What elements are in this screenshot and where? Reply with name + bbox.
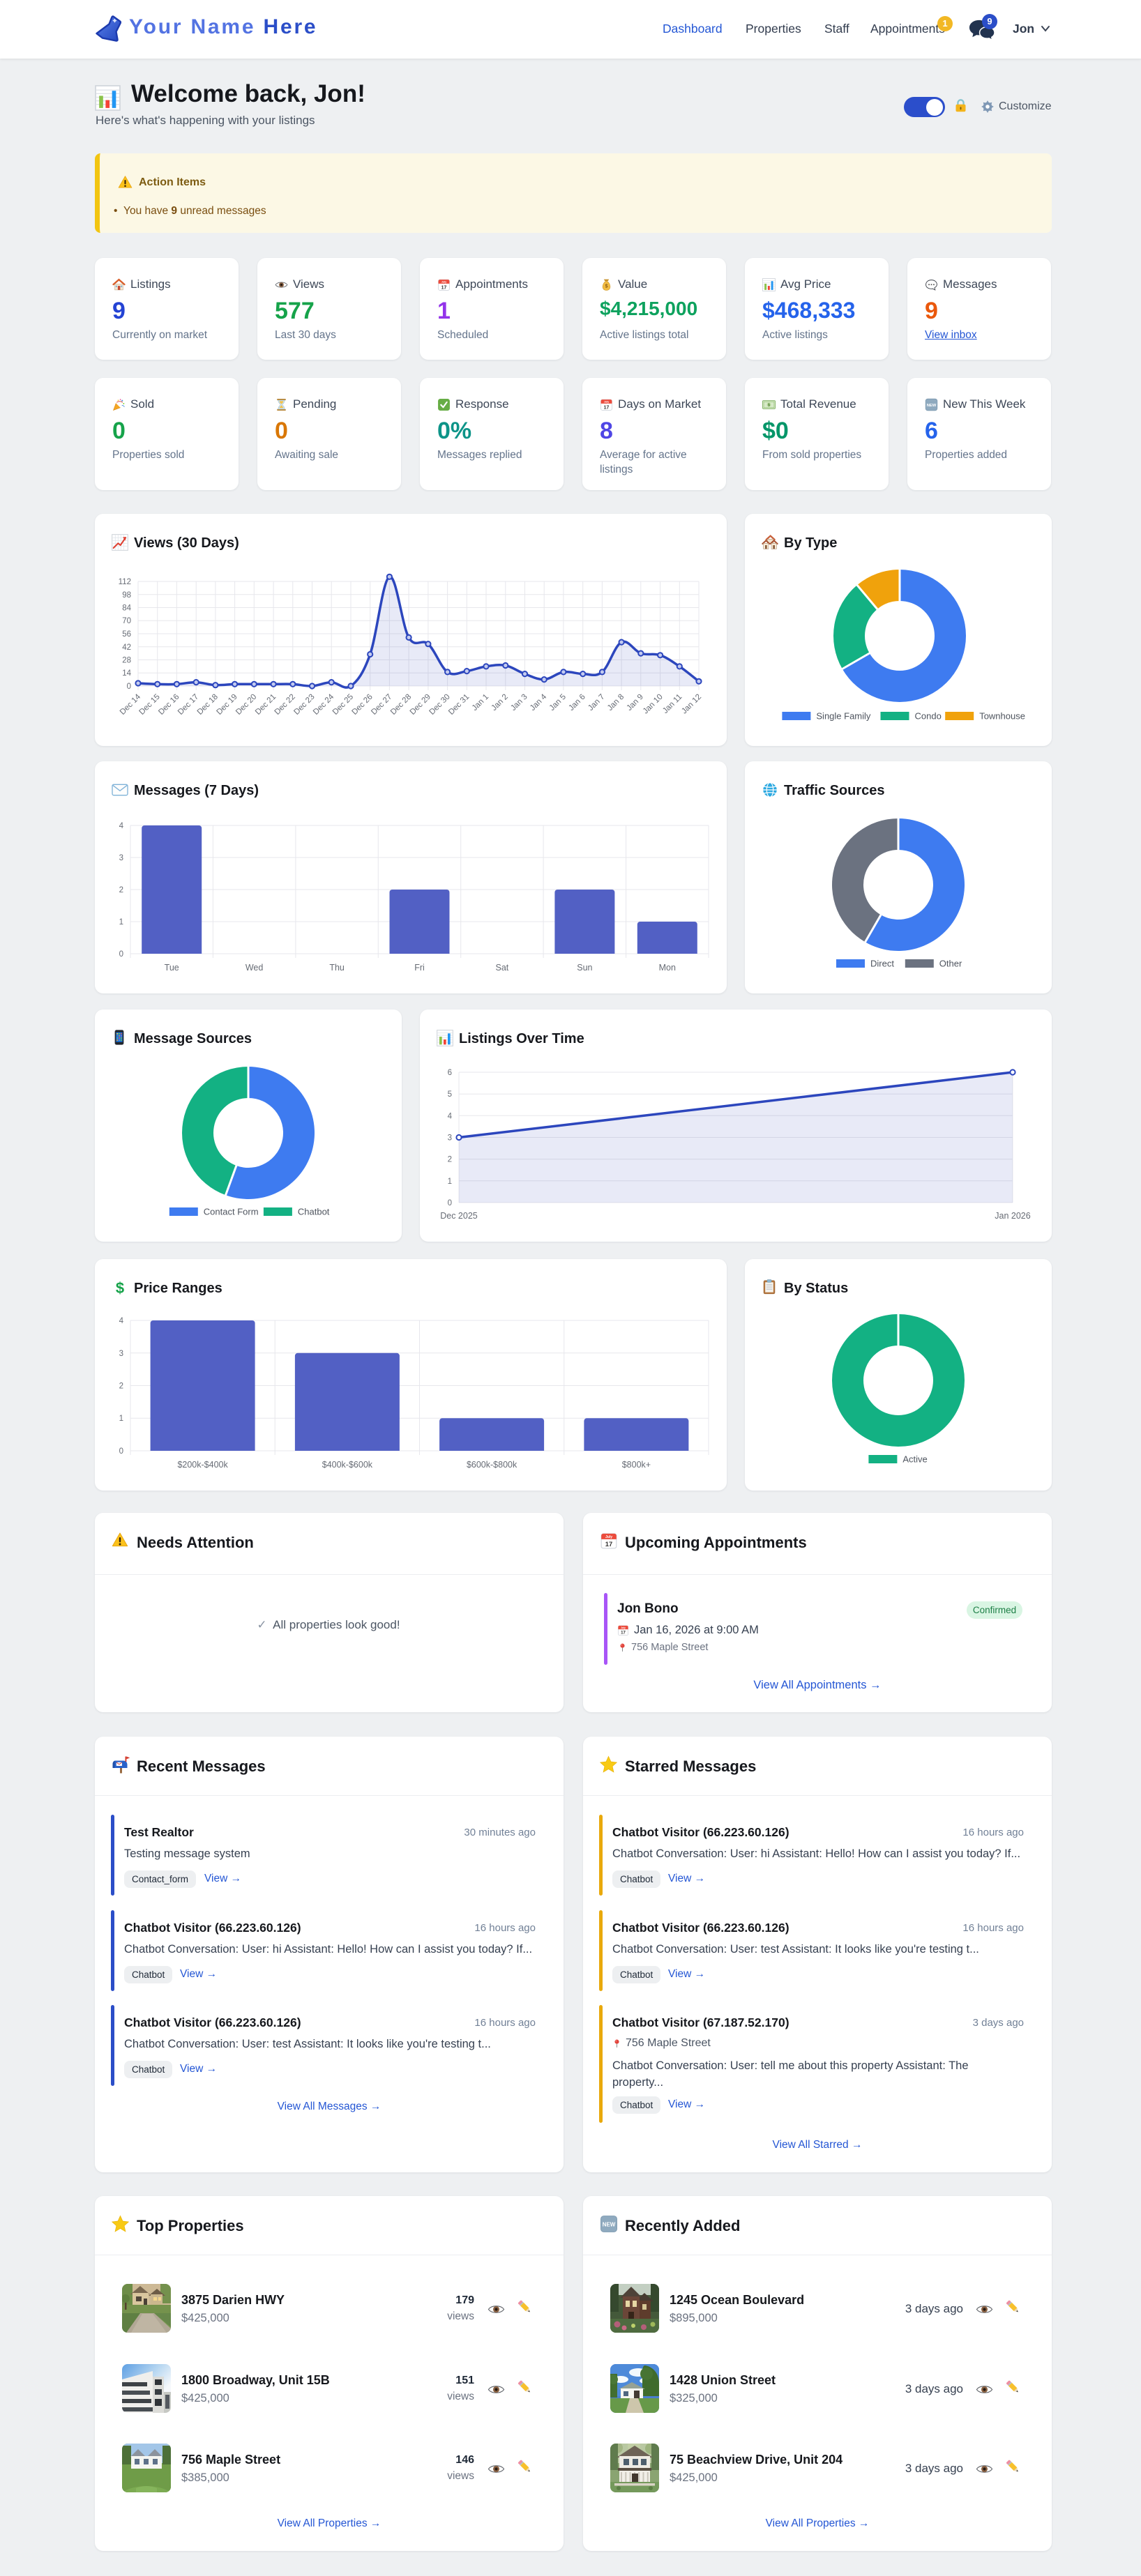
svg-text:Other: Other [939,959,962,969]
svg-text:2: 2 [119,1382,123,1391]
svg-text:Direct: Direct [870,959,894,969]
svg-text:28: 28 [122,657,131,665]
svg-text:Contact Form: Contact Form [204,1207,259,1217]
svg-text:Dec 29: Dec 29 [409,693,432,717]
svg-text:2: 2 [448,1156,452,1164]
svg-text:$: $ [605,282,607,289]
svg-text:$200k-$400k: $200k-$400k [177,1460,228,1470]
svg-text:Jan 10: Jan 10 [642,693,665,716]
svg-text:17: 17 [605,1541,612,1548]
svg-text:Dec 21: Dec 21 [254,693,278,717]
svg-text:$600k-$800k: $600k-$800k [467,1460,517,1470]
svg-text:Dec 28: Dec 28 [389,693,413,717]
svg-text:NEW: NEW [927,404,937,408]
svg-text:112: 112 [119,578,131,586]
svg-text:Condo: Condo [915,711,942,722]
svg-text:0: 0 [119,950,123,959]
svg-text:Dec 31: Dec 31 [447,693,471,717]
svg-text:Dec 23: Dec 23 [292,693,316,717]
svg-text:5: 5 [448,1090,452,1099]
svg-text:Mon: Mon [659,963,676,973]
svg-text:Jan 2026: Jan 2026 [995,1211,1030,1221]
svg-text:3: 3 [119,1350,123,1358]
svg-text:Dec 18: Dec 18 [196,693,220,717]
svg-text:Jan 11: Jan 11 [661,693,683,715]
svg-text:Fri: Fri [414,963,425,973]
svg-text:Jan 7: Jan 7 [587,693,606,712]
svg-text:Jan 2: Jan 2 [490,693,510,712]
svg-text:July: July [604,400,610,403]
svg-text:$: $ [768,403,770,407]
svg-text:Dec 27: Dec 27 [370,693,393,717]
svg-text:July: July [605,1535,612,1539]
svg-text:Dec 20: Dec 20 [234,693,258,717]
svg-text:Sat: Sat [496,963,509,973]
svg-text:Thu: Thu [329,963,345,973]
svg-text:42: 42 [122,643,131,652]
svg-text:56: 56 [122,630,131,639]
svg-text:Dec 2025: Dec 2025 [440,1211,478,1221]
svg-text:Dec 26: Dec 26 [351,693,375,717]
svg-text:1: 1 [119,1415,123,1423]
svg-text:3: 3 [448,1134,452,1143]
svg-text:4: 4 [448,1112,453,1120]
svg-text:Dec 25: Dec 25 [331,693,355,717]
svg-text:Dec 16: Dec 16 [157,693,181,717]
svg-text:17: 17 [621,1631,626,1636]
svg-text:Jan 6: Jan 6 [567,693,587,712]
svg-text:Single Family: Single Family [816,711,871,722]
svg-text:Chatbot: Chatbot [298,1207,330,1217]
svg-text:Jan 8: Jan 8 [606,693,626,712]
svg-text:$400k-$600k: $400k-$600k [322,1460,373,1470]
svg-text:NEW: NEW [603,2222,616,2228]
svg-text:Dec 22: Dec 22 [273,693,297,717]
svg-text:70: 70 [122,617,131,625]
svg-text:Dec 17: Dec 17 [176,693,200,717]
svg-text:Sun: Sun [577,963,592,973]
svg-text:Townhouse: Townhouse [979,711,1025,722]
svg-text:4: 4 [119,1317,124,1325]
svg-text:17: 17 [604,405,610,410]
svg-text:Active: Active [902,1454,927,1465]
svg-text:Jan 5: Jan 5 [548,693,568,712]
svg-text:$800k+: $800k+ [622,1460,651,1470]
svg-text:Dec 15: Dec 15 [138,693,162,717]
svg-text:1: 1 [119,918,123,927]
svg-text:0: 0 [119,1447,123,1456]
svg-text:2: 2 [119,886,123,894]
svg-text:14: 14 [122,669,131,678]
svg-text:Wed: Wed [245,963,264,973]
svg-text:6: 6 [448,1069,452,1077]
svg-text:Jan 1: Jan 1 [471,693,490,712]
svg-text:Jan 12: Jan 12 [680,693,703,716]
svg-text:98: 98 [122,591,131,600]
svg-text:Dec 24: Dec 24 [312,692,336,717]
svg-text:84: 84 [122,604,131,613]
svg-text:4: 4 [119,822,124,830]
svg-text:July: July [441,280,447,283]
svg-text:17: 17 [441,285,447,290]
svg-text:July: July [621,1626,626,1629]
svg-text:1: 1 [448,1178,452,1186]
svg-text:Dec 14: Dec 14 [119,692,143,717]
svg-text:Tue: Tue [165,963,179,973]
svg-text:3: 3 [119,854,123,862]
svg-text:Dec 30: Dec 30 [428,693,451,717]
svg-text:0: 0 [448,1199,452,1207]
svg-text:Jan 4: Jan 4 [529,692,549,712]
svg-text:Jan 3: Jan 3 [509,693,529,712]
svg-text:Dec 19: Dec 19 [215,693,239,717]
svg-text:0: 0 [127,683,131,691]
